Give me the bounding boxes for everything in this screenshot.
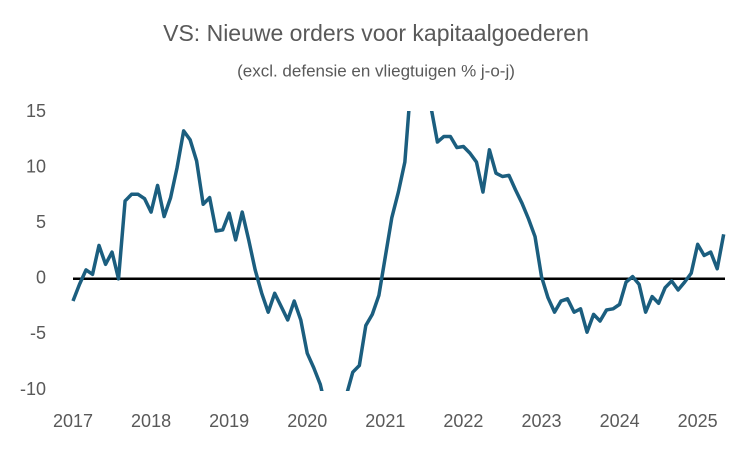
chart-title: VS: Nieuwe orders voor kapitaalgoederen xyxy=(163,20,589,46)
y-tick-label: -5 xyxy=(30,323,46,343)
x-tick-label: 2025 xyxy=(678,411,718,431)
data-line xyxy=(71,111,726,391)
x-tick-label: 2019 xyxy=(209,411,249,431)
y-tick-label: 15 xyxy=(26,101,46,121)
y-tick-label: 0 xyxy=(36,268,46,288)
chart-subtitle: (excl. defensie en vliegtuigen % j-o-j) xyxy=(237,61,515,80)
y-tick-label: 5 xyxy=(36,212,46,232)
y-tick-label: 10 xyxy=(26,156,46,176)
x-tick-label: 2022 xyxy=(443,411,483,431)
x-tick-label: 2024 xyxy=(600,411,640,431)
x-tick-label: 2023 xyxy=(521,411,561,431)
y-tick-label: -10 xyxy=(20,379,46,399)
x-tick-label: 2018 xyxy=(131,411,171,431)
x-tick-label: 2020 xyxy=(287,411,327,431)
x-tick-label: 2017 xyxy=(53,411,93,431)
x-tick-label: 2021 xyxy=(365,411,405,431)
